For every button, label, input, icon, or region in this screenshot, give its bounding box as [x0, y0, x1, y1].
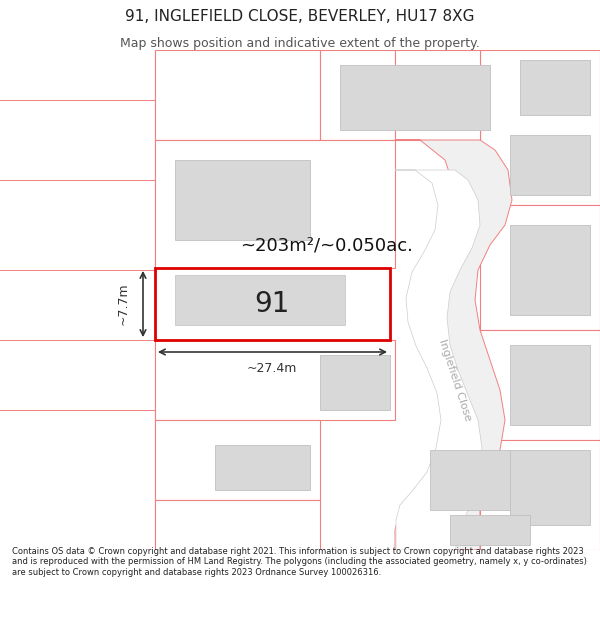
- Polygon shape: [155, 140, 395, 268]
- Polygon shape: [480, 330, 600, 440]
- Bar: [450, 515, 530, 545]
- Polygon shape: [155, 340, 395, 420]
- Text: ~7.7m: ~7.7m: [117, 282, 130, 325]
- Bar: [340, 65, 490, 130]
- Text: Inglefield Close: Inglefield Close: [437, 338, 473, 422]
- Bar: [520, 60, 590, 115]
- Polygon shape: [155, 500, 320, 550]
- Bar: [510, 345, 590, 425]
- Polygon shape: [155, 268, 390, 340]
- Polygon shape: [395, 50, 480, 140]
- Text: ~27.4m: ~27.4m: [247, 362, 297, 375]
- Text: 91, INGLEFIELD CLOSE, BEVERLEY, HU17 8XG: 91, INGLEFIELD CLOSE, BEVERLEY, HU17 8XG: [125, 9, 475, 24]
- Bar: [510, 135, 590, 195]
- Polygon shape: [480, 50, 600, 205]
- Polygon shape: [0, 50, 155, 550]
- Bar: [175, 160, 310, 240]
- Text: Map shows position and indicative extent of the property.: Map shows position and indicative extent…: [120, 38, 480, 51]
- Bar: [320, 355, 390, 410]
- Bar: [510, 450, 590, 525]
- Text: 91: 91: [254, 290, 290, 318]
- Text: Contains OS data © Crown copyright and database right 2021. This information is : Contains OS data © Crown copyright and d…: [12, 547, 587, 577]
- Polygon shape: [0, 50, 600, 550]
- Bar: [430, 450, 510, 510]
- Polygon shape: [480, 440, 600, 550]
- Bar: [175, 275, 345, 325]
- Polygon shape: [155, 420, 320, 500]
- Bar: [510, 225, 590, 315]
- Polygon shape: [480, 205, 600, 330]
- Polygon shape: [395, 170, 482, 550]
- Bar: [215, 445, 310, 490]
- Polygon shape: [395, 140, 512, 550]
- Polygon shape: [155, 50, 320, 140]
- Text: ~203m²/~0.050ac.: ~203m²/~0.050ac.: [240, 237, 413, 255]
- Polygon shape: [320, 50, 395, 140]
